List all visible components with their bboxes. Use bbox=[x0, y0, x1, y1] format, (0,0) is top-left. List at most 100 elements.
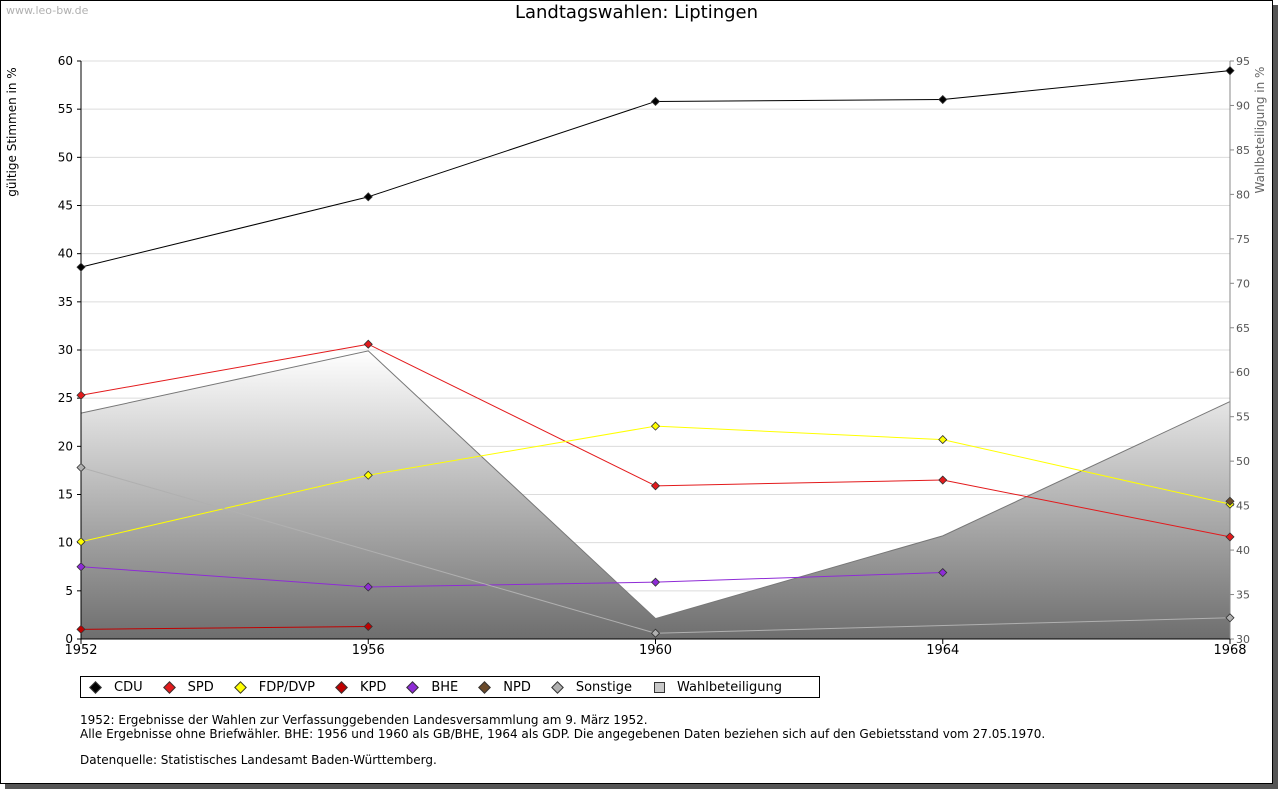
point-kpd bbox=[363, 621, 373, 632]
x-tick-label: 1960 bbox=[639, 643, 672, 658]
y2-tick-label: 30 bbox=[1236, 633, 1250, 646]
point-spd bbox=[363, 339, 373, 349]
x-tick-label: 1964 bbox=[926, 643, 959, 658]
y-tick-label: 50 bbox=[58, 150, 73, 164]
point-spd bbox=[76, 390, 86, 400]
y2-tick-label: 85 bbox=[1236, 144, 1250, 157]
legend: CDU SPD FDP/DVP KPD BHE NPD Sonstige Wahlbeteil… bbox=[80, 676, 820, 698]
legend-label: BHE bbox=[431, 679, 459, 695]
series-line-cdu bbox=[368, 100, 656, 198]
legend-label: Wahlbeteiligung bbox=[677, 679, 783, 695]
legend-item-kpd: KPD bbox=[335, 679, 387, 695]
y-tick-label: 40 bbox=[58, 247, 73, 261]
legend-label: KPD bbox=[359, 679, 387, 695]
y-tick-label: 55 bbox=[58, 102, 73, 116]
y2-tick-label: 50 bbox=[1236, 455, 1250, 468]
point-cdu bbox=[1225, 66, 1235, 76]
point-fdp-dvp bbox=[363, 470, 373, 480]
legend-marker-icon bbox=[89, 680, 102, 694]
point-spd bbox=[1225, 532, 1235, 542]
series-line-sonstige bbox=[80, 467, 656, 634]
y-tick-label: 0 bbox=[65, 632, 73, 646]
series-line-spd bbox=[655, 479, 943, 487]
point-cdu bbox=[650, 96, 661, 107]
y2-tick-label: 65 bbox=[1236, 322, 1250, 335]
y2-tick-label: 70 bbox=[1236, 277, 1250, 290]
y2-tick-label: 75 bbox=[1236, 233, 1250, 246]
legend-square-icon bbox=[654, 681, 666, 693]
legend-marker-icon bbox=[478, 680, 492, 694]
x-tick-label: 1956 bbox=[352, 643, 385, 658]
point-sonstige bbox=[76, 462, 86, 473]
y-tick-label: 20 bbox=[58, 439, 73, 453]
series-line-bhe bbox=[368, 581, 656, 588]
legend-item-sonstige: Sonstige bbox=[550, 679, 633, 695]
y2-tick-label: 80 bbox=[1236, 188, 1250, 201]
y-tick-label: 45 bbox=[58, 199, 73, 213]
turnout-area bbox=[81, 350, 1230, 639]
series-line-spd bbox=[80, 343, 369, 396]
point-kpd bbox=[76, 624, 86, 634]
legend-marker-icon bbox=[233, 680, 247, 694]
y2-tick-label: 45 bbox=[1236, 500, 1250, 513]
legend-label: SPD bbox=[187, 679, 214, 695]
series-line-sonstige bbox=[655, 617, 1231, 634]
y-tick-label: 60 bbox=[58, 54, 73, 68]
point-bhe bbox=[938, 567, 948, 578]
y-axis-title: gültige Stimmen in % bbox=[5, 67, 19, 196]
series-line-bhe bbox=[80, 566, 369, 588]
x-tick-label: 1952 bbox=[64, 643, 97, 658]
legend-label: Sonstige bbox=[575, 679, 633, 695]
point-bhe bbox=[650, 577, 661, 587]
y-tick-label: 30 bbox=[58, 343, 73, 357]
point-fdp-dvp bbox=[76, 537, 86, 547]
turnout-line bbox=[80, 350, 1231, 620]
point-spd bbox=[938, 475, 948, 485]
y-tick-label: 25 bbox=[58, 391, 73, 405]
series-line-kpd bbox=[80, 625, 369, 630]
footnote-source: Datenquelle: Statistisches Landesamt Bad… bbox=[80, 753, 437, 767]
point-spd bbox=[650, 481, 661, 491]
legend-item-fdp-dvp: FDP/DVP bbox=[233, 680, 315, 695]
legend-label: CDU bbox=[114, 679, 143, 695]
series-line-fdp-dvp bbox=[368, 425, 656, 476]
y2-tick-label: 60 bbox=[1236, 366, 1250, 379]
point-fdp-dvp bbox=[938, 435, 948, 445]
watermark: www.leo-bw.de bbox=[6, 4, 89, 17]
y-tick-label: 15 bbox=[58, 488, 73, 502]
point-sonstige bbox=[1225, 613, 1235, 623]
point-npd bbox=[1225, 496, 1235, 506]
point-cdu bbox=[363, 192, 373, 202]
y2-tick-label: 95 bbox=[1236, 55, 1250, 68]
point-bhe bbox=[76, 562, 86, 572]
point-sonstige bbox=[650, 628, 661, 638]
y2-tick-label: 35 bbox=[1236, 589, 1250, 602]
series-line-cdu bbox=[942, 70, 1231, 101]
series-line-fdp-dvp bbox=[655, 425, 943, 441]
x-tick-label: 1968 bbox=[1213, 643, 1246, 658]
point-fdp-dvp bbox=[650, 421, 661, 431]
legend-marker-icon bbox=[335, 680, 348, 694]
series-line-cdu bbox=[655, 99, 943, 102]
point-cdu bbox=[938, 94, 948, 105]
legend-label: NPD bbox=[503, 679, 531, 695]
legend-marker-icon bbox=[406, 680, 420, 694]
series-line-bhe bbox=[655, 572, 943, 583]
legend-item-npd: NPD bbox=[478, 679, 531, 695]
y2-tick-label: 55 bbox=[1236, 411, 1250, 424]
series-line-cdu bbox=[80, 196, 369, 268]
y2-tick-label: 90 bbox=[1236, 99, 1250, 112]
y-tick-label: 35 bbox=[58, 295, 73, 309]
footnote-2: Alle Ergebnisse ohne Briefwähler. BHE: 1… bbox=[80, 727, 1046, 741]
y2-tick-label: 40 bbox=[1236, 544, 1250, 557]
footnote-1: 1952: Ergebnisse der Wahlen zur Verfassu… bbox=[80, 713, 648, 727]
series-line-spd bbox=[368, 343, 656, 487]
series-line-fdp-dvp bbox=[942, 439, 1231, 505]
legend-item-cdu: CDU bbox=[89, 679, 143, 695]
point-cdu bbox=[76, 262, 86, 272]
y-tick-label: 10 bbox=[58, 536, 73, 550]
chart-title: Landtagswahlen: Liptingen bbox=[514, 2, 759, 23]
legend-item-bhe: BHE bbox=[406, 679, 459, 695]
y2-axis-title: Wahlbeteiligung in % bbox=[1253, 67, 1267, 194]
